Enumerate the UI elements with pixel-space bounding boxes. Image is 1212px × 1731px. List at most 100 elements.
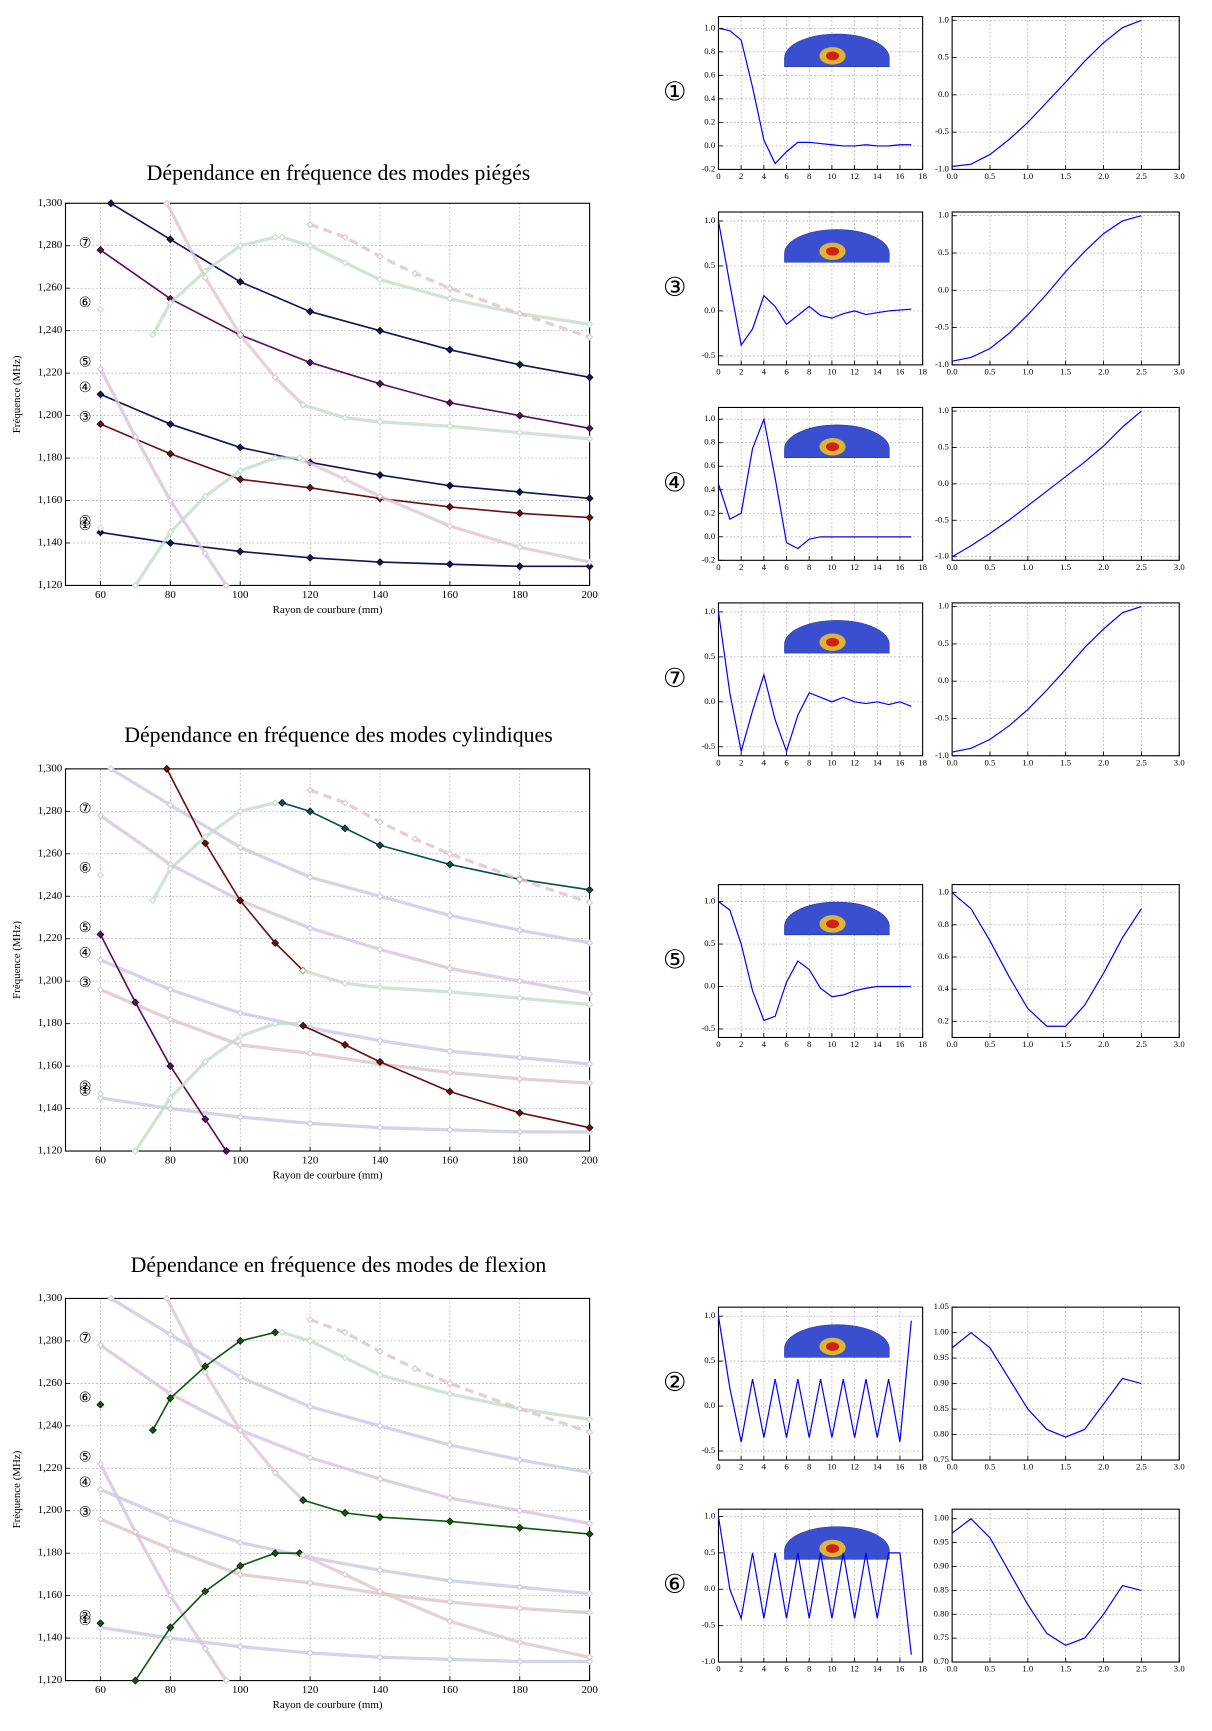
mode-label: ⑦ <box>663 664 686 694</box>
x-tick-label: 0 <box>716 757 721 767</box>
mode-label: ② <box>79 1079 92 1095</box>
plot-frame <box>64 1297 591 1682</box>
mode-point <box>516 310 524 318</box>
mode-point <box>271 939 280 947</box>
mode-point <box>236 1113 244 1121</box>
y-tick-label: 1.0 <box>938 405 950 415</box>
x-tick-label: 12 <box>850 1462 859 1472</box>
mode-point <box>446 988 454 996</box>
x-tick-label: 80 <box>165 1154 176 1166</box>
mode-point <box>516 875 524 883</box>
y-tick-label: 1,240 <box>38 1419 63 1431</box>
x-tick-label: 0.5 <box>985 1039 997 1049</box>
mode-point <box>585 424 594 433</box>
mode-point <box>131 433 140 441</box>
mode-point <box>586 1000 594 1009</box>
mode-curve <box>166 768 304 972</box>
mode-point <box>201 549 209 558</box>
mode-point <box>166 539 175 547</box>
mode-point <box>586 1415 594 1424</box>
mode-point <box>271 233 279 241</box>
mode-point <box>236 1570 244 1579</box>
mode-curve <box>302 968 590 1007</box>
mode-curve <box>134 456 300 587</box>
x-tick-label: 8 <box>807 171 812 181</box>
y-tick-label: 0.0 <box>704 305 716 315</box>
y-tick-label: 1.00 <box>934 1513 950 1523</box>
mode-point <box>306 1024 314 1032</box>
x-tick-label: 1.5 <box>1060 367 1072 377</box>
mode-curve <box>99 1488 590 1596</box>
mode-point <box>162 764 171 773</box>
x-tick-label: 16 <box>896 1462 905 1472</box>
mode-point <box>376 1587 384 1596</box>
x-tick-label: 1.5 <box>1060 1462 1072 1472</box>
x-tick-label: 2.5 <box>1136 1664 1148 1674</box>
mode-point <box>166 1104 174 1113</box>
x-tick-label: 2.0 <box>1098 1039 1110 1049</box>
y-tick-label: 1,220 <box>38 932 63 944</box>
x-tick-label: 0.0 <box>947 1462 959 1472</box>
x-tick-label: 0 <box>716 1039 721 1049</box>
mode-point <box>166 1634 174 1642</box>
mode-label: ① <box>79 1083 92 1099</box>
y-tick-label: 1,160 <box>38 494 63 506</box>
mode-point <box>515 488 524 496</box>
x-tick-label: 4 <box>762 1664 767 1674</box>
plot-frame <box>951 406 1180 561</box>
x-tick-label: 3.0 <box>1174 367 1186 377</box>
mode-point <box>516 1456 524 1464</box>
mode-point <box>271 1549 280 1558</box>
y-tick-label: 0.0 <box>704 981 716 991</box>
mode-point <box>376 1422 384 1430</box>
mode-point <box>376 1653 384 1661</box>
mode-point <box>446 422 454 430</box>
x-tick-label: 3.0 <box>1174 1664 1186 1674</box>
mode-point <box>586 1128 594 1136</box>
mode-point <box>445 560 454 569</box>
y-tick-label: 0.4 <box>704 484 716 494</box>
mode-shape-render <box>825 1544 840 1553</box>
x-tick-label: 16 <box>896 757 905 767</box>
x-tick-label: 140 <box>372 1154 389 1166</box>
y-tick-label: 1.0 <box>704 896 716 906</box>
x-tick-label: 8 <box>807 1462 812 1472</box>
y-tick-label: 0.75 <box>934 1454 950 1464</box>
y-tick-label: 1.0 <box>938 210 950 220</box>
mode-point <box>516 1657 524 1666</box>
mode-point <box>516 926 524 934</box>
mode-point <box>446 1390 454 1398</box>
y-tick-label: 0.85 <box>934 1584 950 1594</box>
mode-point <box>166 528 174 536</box>
mode-point <box>131 1676 140 1685</box>
x-tick-label: 120 <box>302 589 319 601</box>
mode-point <box>341 259 349 267</box>
mode-point <box>96 930 105 939</box>
y-tick-label: 0.90 <box>934 1378 950 1388</box>
mode-point <box>585 1530 594 1539</box>
mode-point <box>411 1364 419 1373</box>
mode-curve <box>100 1096 590 1134</box>
x-tick-label: 2.0 <box>1098 562 1110 572</box>
mode-point <box>445 345 454 354</box>
x-tick-label: 2.5 <box>1136 757 1148 767</box>
mode-curve <box>110 767 590 945</box>
x-tick-label: 16 <box>896 562 905 572</box>
mode-point <box>341 1040 349 1049</box>
mode-point <box>271 799 279 807</box>
mode-profile-chart: 0.0 0.5 1.0 1.5 2.0 2.5 3.0 0.70 0.75 0.80 0.85 0.9… <box>934 1508 1186 1674</box>
mode-point <box>131 1147 140 1155</box>
x-tick-label: 2 <box>739 171 743 181</box>
mode-point <box>166 449 175 458</box>
mode-point <box>271 454 279 462</box>
mode-point <box>376 1057 384 1066</box>
mode-point <box>96 1460 105 1468</box>
y-tick-label: 1,240 <box>38 890 63 902</box>
x-tick-label: 180 <box>512 1684 529 1696</box>
mode-point <box>201 273 209 282</box>
mode-point <box>222 581 230 590</box>
y-tick-label: -1.0 <box>935 359 949 369</box>
x-tick-label: 3.0 <box>1174 757 1186 767</box>
x-tick-label: 4 <box>762 367 767 377</box>
